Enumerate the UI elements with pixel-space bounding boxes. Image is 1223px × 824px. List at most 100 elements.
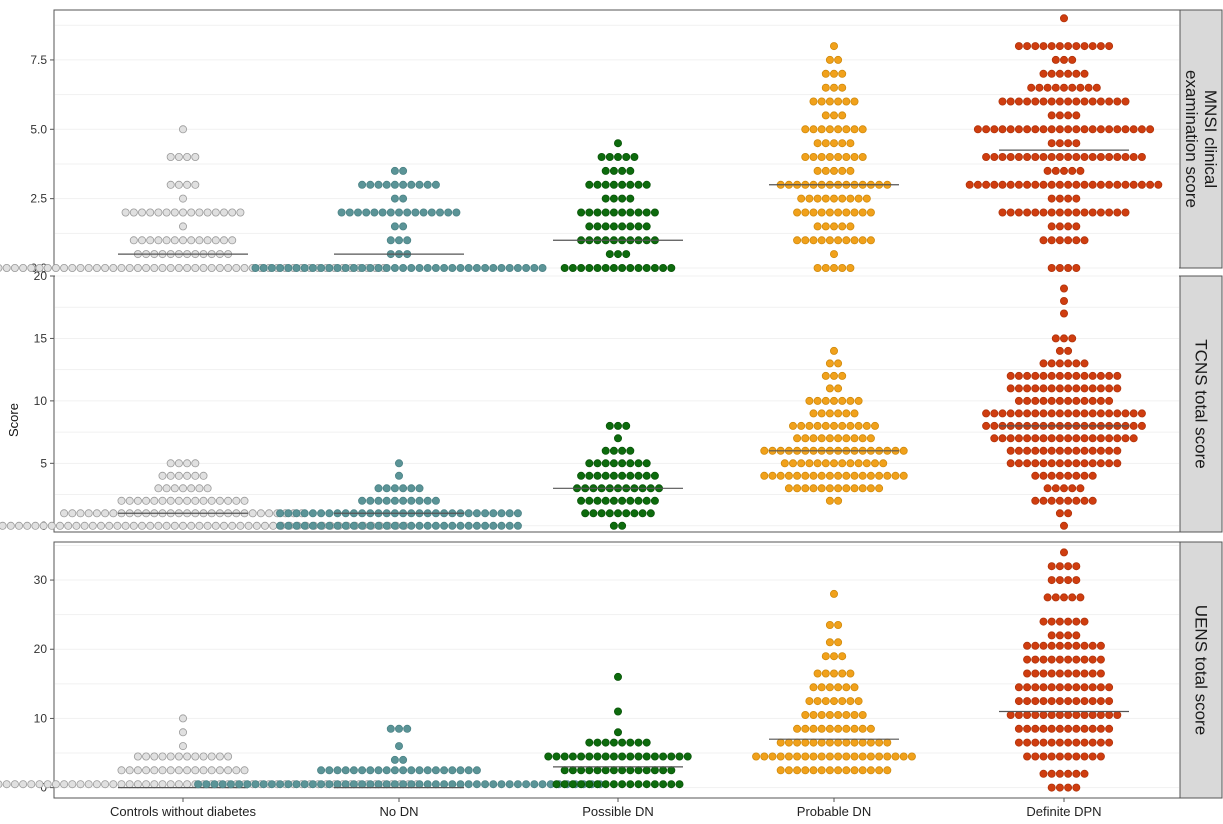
data-point — [530, 780, 539, 789]
data-point — [187, 236, 196, 245]
data-point — [568, 780, 577, 789]
data-point — [609, 471, 618, 480]
data-point — [1080, 655, 1089, 664]
data-point — [207, 263, 216, 272]
data-point — [817, 434, 826, 443]
data-point — [1031, 396, 1040, 405]
data-point — [634, 222, 643, 231]
data-point — [195, 521, 204, 530]
data-point — [1080, 42, 1089, 51]
data-point — [990, 152, 999, 161]
data-point — [552, 780, 561, 789]
data-point — [1047, 139, 1056, 148]
data-point — [399, 496, 408, 505]
data-point — [883, 738, 892, 747]
data-point — [601, 459, 610, 468]
data-point — [219, 208, 228, 217]
data-point — [1072, 111, 1081, 120]
data-point — [830, 263, 839, 272]
data-point — [382, 780, 391, 789]
data-point — [577, 263, 586, 272]
data-point — [1088, 738, 1097, 747]
data-point — [481, 780, 490, 789]
data-point — [1031, 711, 1040, 720]
data-point — [68, 780, 77, 789]
data-point — [1039, 384, 1048, 393]
data-point — [1105, 152, 1114, 161]
data-point — [858, 236, 867, 245]
data-point — [1064, 683, 1073, 692]
data-point — [407, 263, 416, 272]
data-point — [650, 752, 659, 761]
data-point — [117, 766, 126, 775]
panel-frame — [53, 275, 1181, 533]
data-point — [211, 208, 220, 217]
data-point — [1047, 180, 1056, 189]
data-point — [1088, 125, 1097, 134]
data-point — [1014, 208, 1023, 217]
data-point — [1006, 97, 1015, 106]
data-point — [1121, 180, 1130, 189]
data-point — [801, 711, 810, 720]
data-point — [60, 780, 69, 789]
data-point — [1092, 83, 1101, 92]
data-point — [801, 471, 810, 480]
data-point — [1047, 152, 1056, 161]
data-point — [585, 780, 594, 789]
data-point — [1043, 484, 1052, 493]
data-point — [333, 521, 342, 530]
data-point — [187, 521, 196, 530]
data-point — [178, 125, 187, 134]
data-point — [1088, 711, 1097, 720]
data-point — [659, 780, 668, 789]
data-point — [1080, 617, 1089, 626]
data-point — [1064, 152, 1073, 161]
data-point — [1060, 284, 1069, 293]
data-point — [817, 484, 826, 493]
data-point — [883, 752, 892, 761]
data-point — [1023, 683, 1032, 692]
data-point — [497, 263, 506, 272]
data-point — [752, 752, 761, 761]
data-point — [667, 766, 676, 775]
data-point — [634, 263, 643, 272]
data-point — [830, 69, 839, 78]
data-point — [284, 521, 293, 530]
data-point — [1014, 446, 1023, 455]
y-tick-label: 5 — [40, 456, 47, 470]
data-point — [609, 496, 618, 505]
data-point — [133, 752, 142, 761]
data-point — [1014, 697, 1023, 706]
data-point — [809, 724, 818, 733]
data-point — [353, 208, 362, 217]
data-point — [982, 152, 991, 161]
data-point — [390, 222, 399, 231]
data-point — [101, 263, 110, 272]
data-point — [1031, 409, 1040, 418]
data-point — [1023, 669, 1032, 678]
data-point — [850, 766, 859, 775]
data-point — [1039, 496, 1048, 505]
data-point — [821, 459, 830, 468]
data-point — [634, 738, 643, 747]
data-point — [577, 496, 586, 505]
data-point — [183, 766, 192, 775]
data-point — [1043, 593, 1052, 602]
data-point — [1055, 194, 1064, 203]
data-point — [166, 766, 175, 775]
facet-strip-label: UENS total score — [1192, 605, 1211, 735]
data-point — [821, 652, 830, 661]
y-tick-label: 5.0 — [30, 122, 47, 136]
data-point — [1072, 125, 1081, 134]
data-point — [415, 496, 424, 505]
data-point — [1055, 222, 1064, 231]
data-point — [850, 434, 859, 443]
data-point — [1047, 631, 1056, 640]
data-point — [1068, 484, 1077, 493]
data-point — [1055, 711, 1064, 720]
data-point — [76, 263, 85, 272]
data-point — [232, 496, 241, 505]
data-point — [394, 742, 403, 751]
data-point — [166, 471, 175, 480]
x-tick-label: Definite DPN — [1026, 804, 1101, 819]
